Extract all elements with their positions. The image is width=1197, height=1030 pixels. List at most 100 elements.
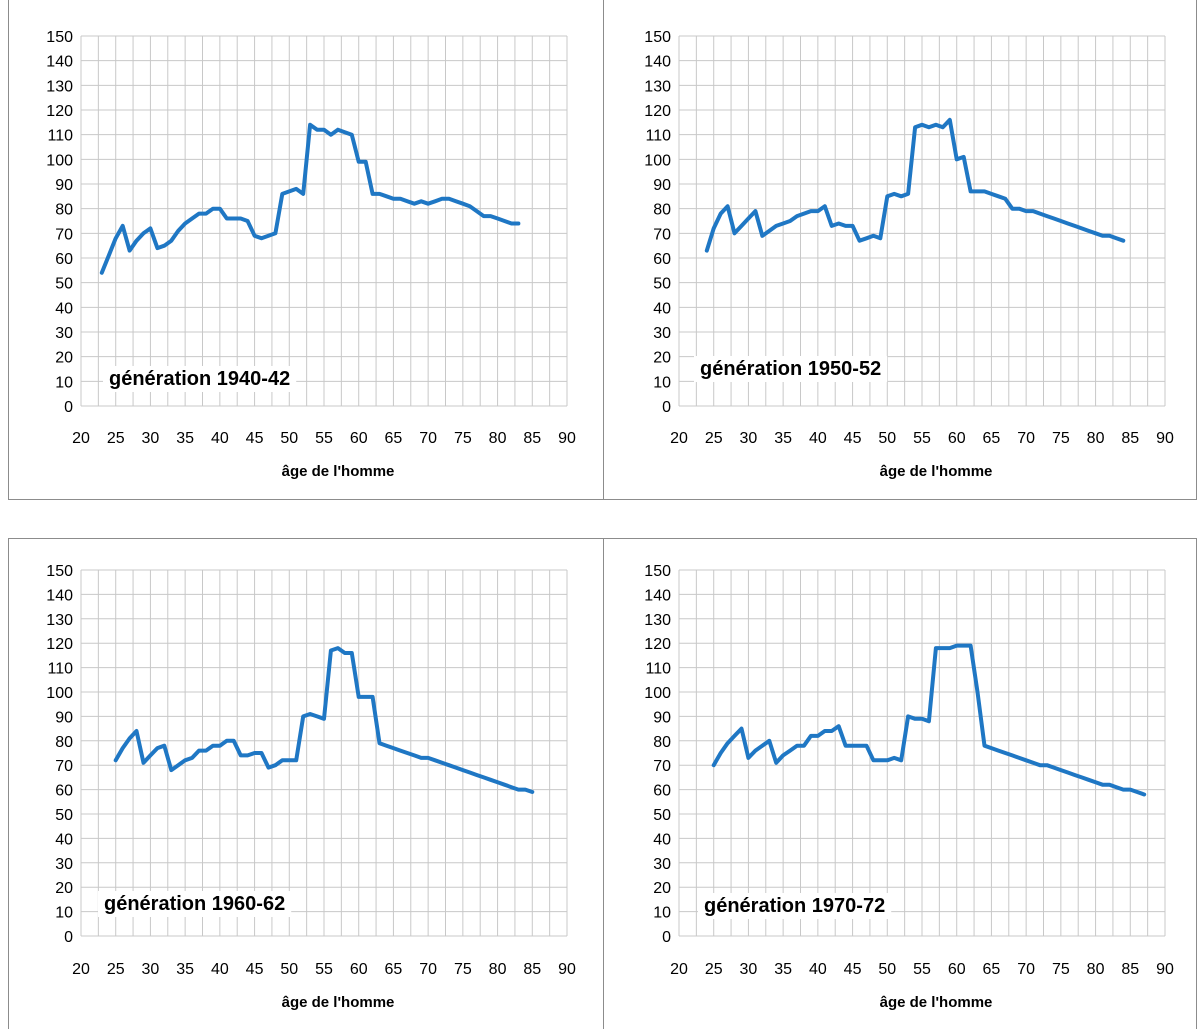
y-tick-label: 100 — [46, 685, 73, 702]
generation-label: génération 1970-72 — [698, 893, 892, 919]
series-line — [711, 643, 1147, 797]
generation-label: génération 1950-52 — [694, 356, 888, 382]
x-tick-label: 40 — [809, 430, 827, 447]
x-tick-label: 40 — [211, 961, 229, 978]
y-tick-label: 40 — [55, 831, 73, 848]
y-tick-label: 20 — [55, 350, 73, 367]
x-tick-label: 40 — [211, 430, 229, 447]
x-tick-label: 75 — [1052, 430, 1070, 447]
generation-label-text: génération 1970-72 — [704, 895, 885, 917]
x-tick-label: 45 — [246, 961, 264, 978]
x-tick-label: 80 — [489, 430, 507, 447]
y-tick-label: 80 — [55, 202, 73, 219]
x-tick-label: 60 — [948, 961, 966, 978]
y-tick-label: 40 — [653, 300, 671, 317]
y-tick-label: 110 — [645, 661, 671, 678]
x-tick-label: 75 — [454, 961, 472, 978]
y-tick-label: 90 — [55, 177, 73, 194]
y-tick-label: 150 — [46, 29, 73, 46]
chart-svg: 0 10 20 30 40 50 60 70 80 90 100 110 120 130 140 150 20 2… — [46, 29, 576, 480]
x-axis-label: âge de l'homme — [880, 463, 993, 480]
x-tick-label: 90 — [1156, 430, 1174, 447]
y-tick-label: 80 — [653, 202, 671, 219]
y-tick-label: 60 — [653, 251, 671, 268]
x-tick-label: 80 — [1087, 961, 1105, 978]
y-tick-label: 100 — [644, 152, 671, 169]
generation-label: génération 1940-42 — [103, 366, 297, 392]
x-tick-label: 65 — [385, 961, 403, 978]
x-tick-label: 25 — [107, 430, 125, 447]
x-tick-label: 50 — [280, 961, 298, 978]
x-tick-label: 85 — [523, 961, 541, 978]
x-tick-label: 45 — [844, 430, 862, 447]
y-tick-label: 70 — [653, 226, 671, 243]
generation-label-bg — [98, 891, 292, 917]
y-tick-label: 120 — [46, 103, 73, 120]
x-tick-label: 25 — [705, 430, 723, 447]
y-tick-label: 10 — [55, 905, 73, 922]
y-tick-label: 60 — [55, 251, 73, 268]
x-axis-label: âge de l'homme — [282, 463, 395, 480]
chart-svg: 0 10 20 30 40 50 60 70 80 90 100 110 120 130 140 150 20 2… — [644, 29, 1174, 480]
y-tick-label: 110 — [47, 661, 73, 678]
y-tick-label: 50 — [55, 807, 73, 824]
x-tick-label: 90 — [558, 430, 576, 447]
x-axis-label: âge de l'homme — [282, 994, 395, 1011]
y-tick-label: 30 — [653, 325, 671, 342]
x-tick-label: 75 — [1052, 961, 1070, 978]
x-tick-label: 35 — [176, 961, 194, 978]
x-tick-label: 70 — [1017, 430, 1035, 447]
y-tick-label: 70 — [653, 758, 671, 775]
y-tick-label: 40 — [653, 831, 671, 848]
y-tick-label: 40 — [55, 300, 73, 317]
x-tick-label: 55 — [315, 961, 333, 978]
grid — [80, 569, 568, 937]
y-tick-label: 120 — [644, 103, 671, 120]
y-tick-label: 120 — [644, 636, 671, 653]
y-tick-label: 30 — [653, 856, 671, 873]
y-tick-label: 130 — [46, 78, 73, 95]
generation-label: génération 1960-62 — [98, 891, 292, 917]
chart-panel-1960-62: 0 10 20 30 40 50 60 70 80 90 100 110 120 130 140 150 20 2… — [8, 538, 604, 1029]
chart-panel-1940-42: 0 10 20 30 40 50 60 70 80 90 100 110 120 130 140 150 20 2… — [8, 0, 604, 500]
y-tick-label: 110 — [47, 128, 73, 145]
y-tick-label: 20 — [55, 880, 73, 897]
y-tick-label: 130 — [644, 78, 671, 95]
x-tick-label: 20 — [670, 961, 688, 978]
y-tick-label: 60 — [653, 783, 671, 800]
generation-label-bg — [103, 366, 297, 392]
y-tick-label: 0 — [64, 399, 73, 416]
y-tick-label: 20 — [653, 350, 671, 367]
chart-panel-1970-72: 0 10 20 30 40 50 60 70 80 90 100 110 120 130 140 150 20 2… — [604, 538, 1197, 1029]
y-tick-label: 50 — [653, 807, 671, 824]
x-tick-label: 90 — [558, 961, 576, 978]
y-tick-label: 0 — [662, 399, 671, 416]
y-tick-label: 60 — [55, 783, 73, 800]
x-tick-label: 30 — [740, 430, 758, 447]
y-tick-label: 10 — [653, 374, 671, 391]
x-tick-label: 65 — [983, 961, 1001, 978]
x-tick-label: 75 — [454, 430, 472, 447]
x-tick-label: 65 — [983, 430, 1001, 447]
x-tick-label: 55 — [913, 961, 931, 978]
y-tick-label: 140 — [46, 54, 73, 71]
y-tick-label: 0 — [64, 929, 73, 946]
x-tick-label: 25 — [705, 961, 723, 978]
x-tick-label: 80 — [1087, 430, 1105, 447]
x-tick-label: 55 — [913, 430, 931, 447]
y-tick-label: 100 — [46, 152, 73, 169]
chart-panel-1950-52: 0 10 20 30 40 50 60 70 80 90 100 110 120 130 140 150 20 2… — [604, 0, 1197, 500]
y-tick-label: 80 — [55, 734, 73, 751]
y-tick-label: 140 — [644, 54, 671, 71]
y-tick-label: 90 — [653, 177, 671, 194]
x-tick-label: 45 — [246, 430, 264, 447]
x-tick-label: 85 — [1121, 430, 1139, 447]
x-tick-label: 70 — [1017, 961, 1035, 978]
y-tick-label: 50 — [653, 276, 671, 293]
y-tick-label: 150 — [644, 29, 671, 46]
x-tick-label: 70 — [419, 961, 437, 978]
series-line — [704, 117, 1126, 253]
x-axis-label: âge de l'homme — [880, 994, 993, 1011]
x-tick-label: 80 — [489, 961, 507, 978]
x-tick-label: 20 — [72, 430, 90, 447]
